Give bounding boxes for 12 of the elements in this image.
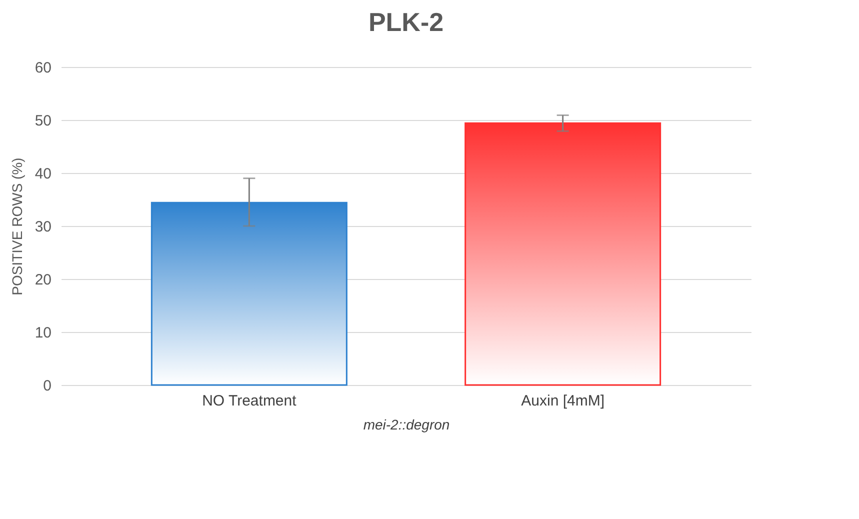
y-tick-label: 50: [34, 112, 52, 130]
y-tick-label: 20: [34, 272, 52, 288]
y-tick-label: 10: [34, 324, 52, 342]
y-tick-label: 40: [34, 166, 52, 182]
chart-title: PLK-2: [368, 7, 444, 37]
y-axis-title: POSITIVE ROWS (%): [8, 158, 25, 296]
y-tick-label: 0: [43, 378, 52, 394]
x-tick-label: Auxin [4mM]: [521, 392, 604, 410]
y-tick-label: 30: [34, 218, 52, 236]
x-tick-label: NO Treatment: [202, 392, 298, 410]
x-axis-title: mei-2::degron: [363, 416, 450, 432]
y-tick-label: 60: [34, 60, 52, 76]
